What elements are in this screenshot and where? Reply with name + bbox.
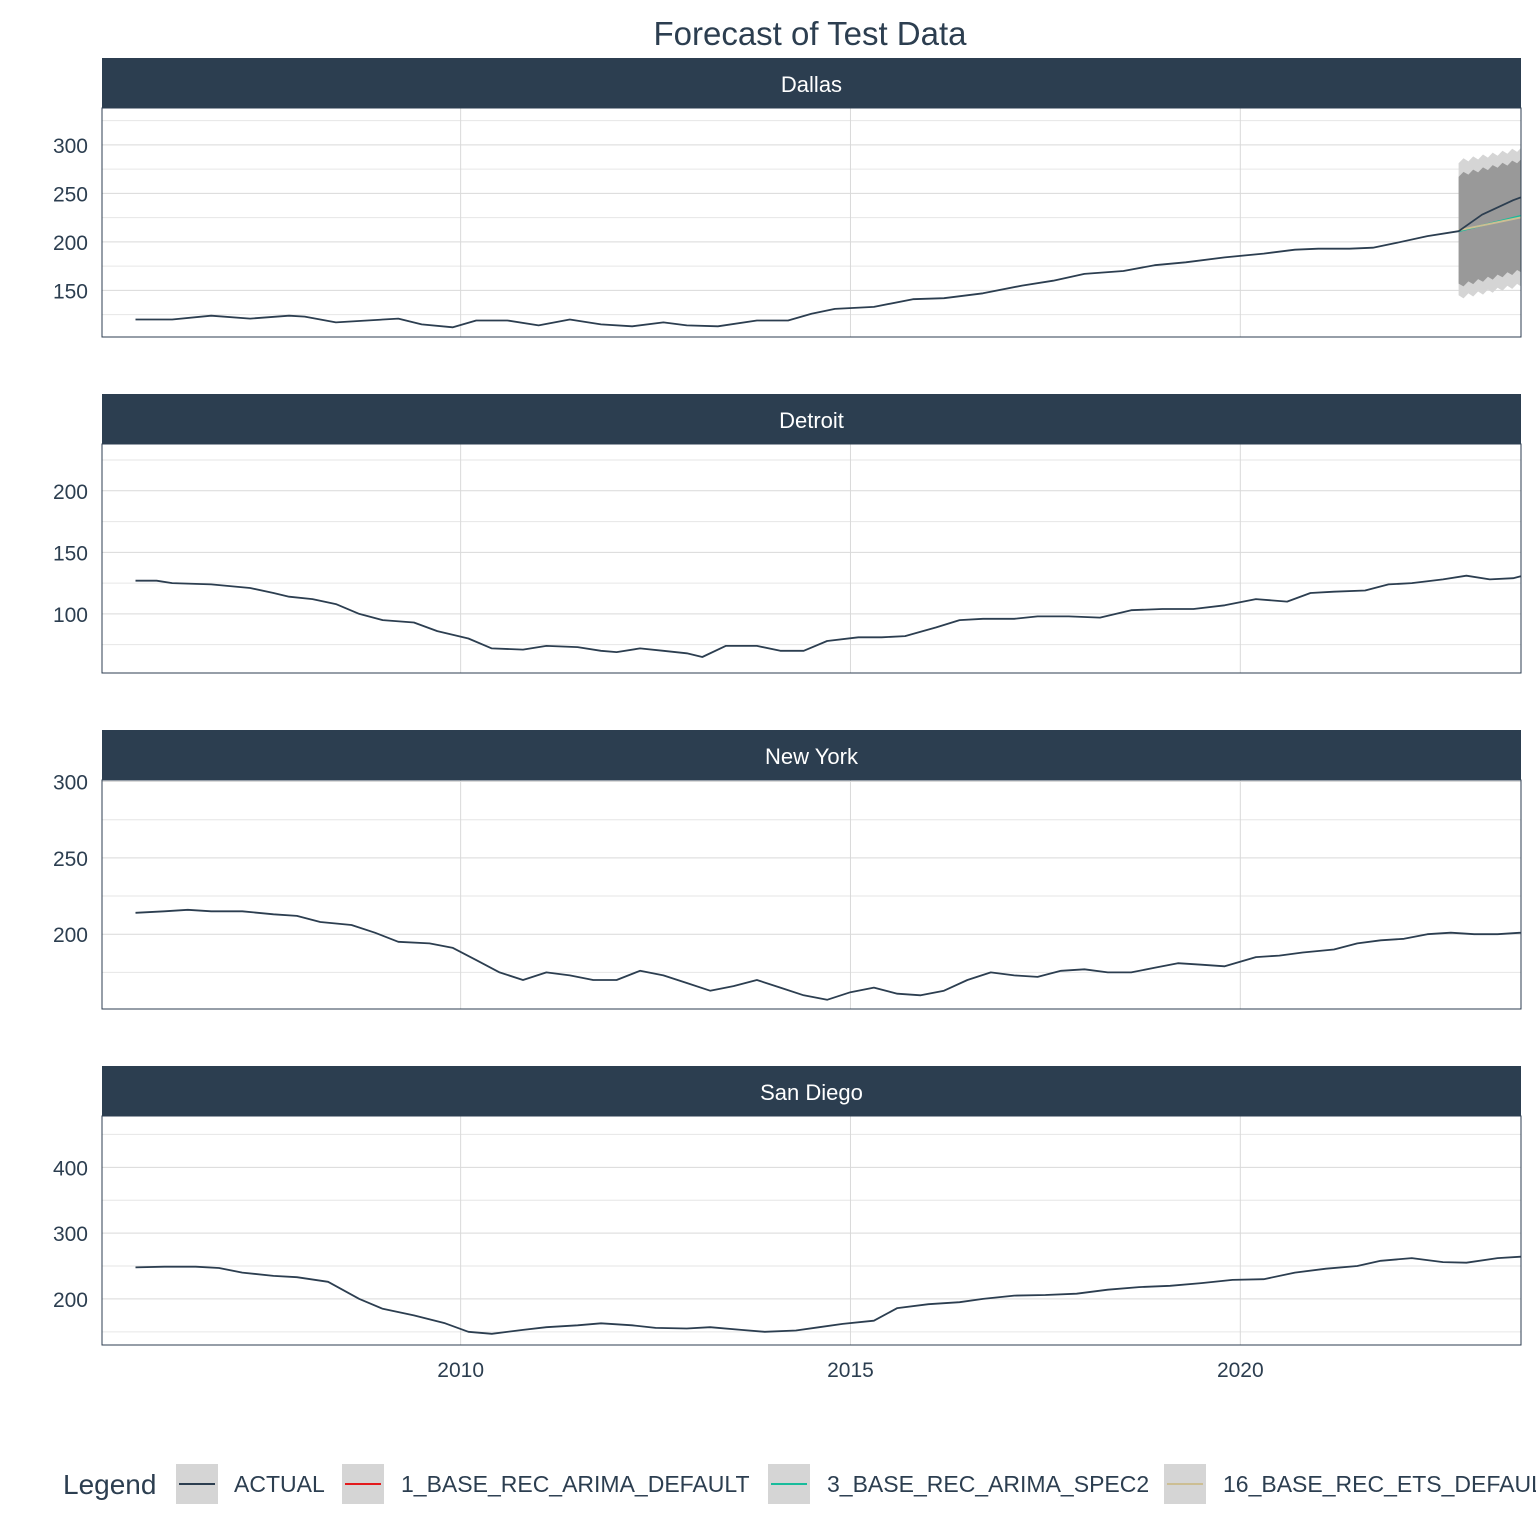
facet-strip-label: Dallas (781, 72, 842, 97)
y-tick-label: 400 (53, 1157, 88, 1180)
legend-label: ACTUAL (234, 1471, 325, 1497)
panel-san-diego: San Diego 200 300 400 (53, 1066, 1522, 1346)
panel-border (101, 107, 1522, 338)
facet-strip (102, 730, 1521, 780)
panel-border (101, 1115, 1522, 1346)
actual-line (135, 1255, 1521, 1335)
y-tick-label: 150 (53, 280, 88, 303)
y-tick-label: 250 (53, 848, 88, 871)
y-tick-label: 200 (53, 481, 88, 504)
y-tick-label: 300 (53, 1223, 88, 1246)
panel-border (101, 443, 1522, 674)
panel-data (135, 908, 1521, 1001)
facet-strip (102, 1066, 1521, 1116)
panel-dallas: Dallas 150 200 250 300 (53, 58, 1522, 338)
actual-line (135, 196, 1521, 329)
y-tick-label: 200 (53, 1289, 88, 1312)
legend: Legend ACTUAL 1_BASE_REC_ARIMA_DEFAULT 3_B… (63, 1464, 1536, 1504)
y-tick-label: 200 (53, 232, 88, 255)
y-tick-label: 200 (53, 924, 88, 947)
y-tick-label: 100 (53, 604, 88, 627)
y-tick-label: 250 (53, 183, 88, 206)
y-tick-label: 150 (53, 542, 88, 565)
legend-item-1-base-rec-arima-default: 1_BASE_REC_ARIMA_DEFAULT (342, 1464, 750, 1504)
panel-detroit: Detroit 100 150 200 (53, 394, 1522, 674)
x-tick-label: 2010 (437, 1359, 484, 1382)
panel-data (135, 147, 1521, 329)
forecast-line-16-base-rec-ets-default (1458, 216, 1521, 232)
chart-title: Forecast of Test Data (653, 15, 967, 52)
panel-data (135, 574, 1521, 658)
legend-label: 1_BASE_REC_ARIMA_DEFAULT (401, 1471, 750, 1497)
x-tick-label: 2020 (1217, 1359, 1264, 1382)
legend-label: 16_BASE_REC_ETS_DEFAULT (1223, 1471, 1536, 1497)
actual-line (135, 574, 1521, 658)
legend-item-16-base-rec-ets-default: 16_BASE_REC_ETS_DEFAULT (1164, 1464, 1536, 1504)
panel-border (101, 779, 1522, 1010)
panel-data (135, 1255, 1521, 1335)
y-tick-label: 300 (53, 135, 88, 158)
facet-strip (102, 394, 1521, 444)
facet-strip-label: San Diego (760, 1080, 863, 1105)
legend-label: 3_BASE_REC_ARIMA_SPEC2 (827, 1471, 1149, 1497)
facet-strip-label: New York (765, 744, 859, 769)
facet-strip-label: Detroit (779, 408, 844, 433)
facet-strip (102, 58, 1521, 108)
y-tick-label: 300 (53, 772, 88, 795)
legend-title: Legend (63, 1469, 156, 1500)
panel-new-york: New York 200 250 300 (53, 730, 1522, 1010)
legend-item-actual: ACTUAL (176, 1464, 325, 1504)
actual-line (135, 908, 1521, 1001)
legend-item-3-base-rec-arima-spec2: 3_BASE_REC_ARIMA_SPEC2 (768, 1464, 1149, 1504)
x-tick-label: 2015 (827, 1359, 874, 1382)
x-axis: 2010 2015 2020 (437, 1359, 1263, 1382)
